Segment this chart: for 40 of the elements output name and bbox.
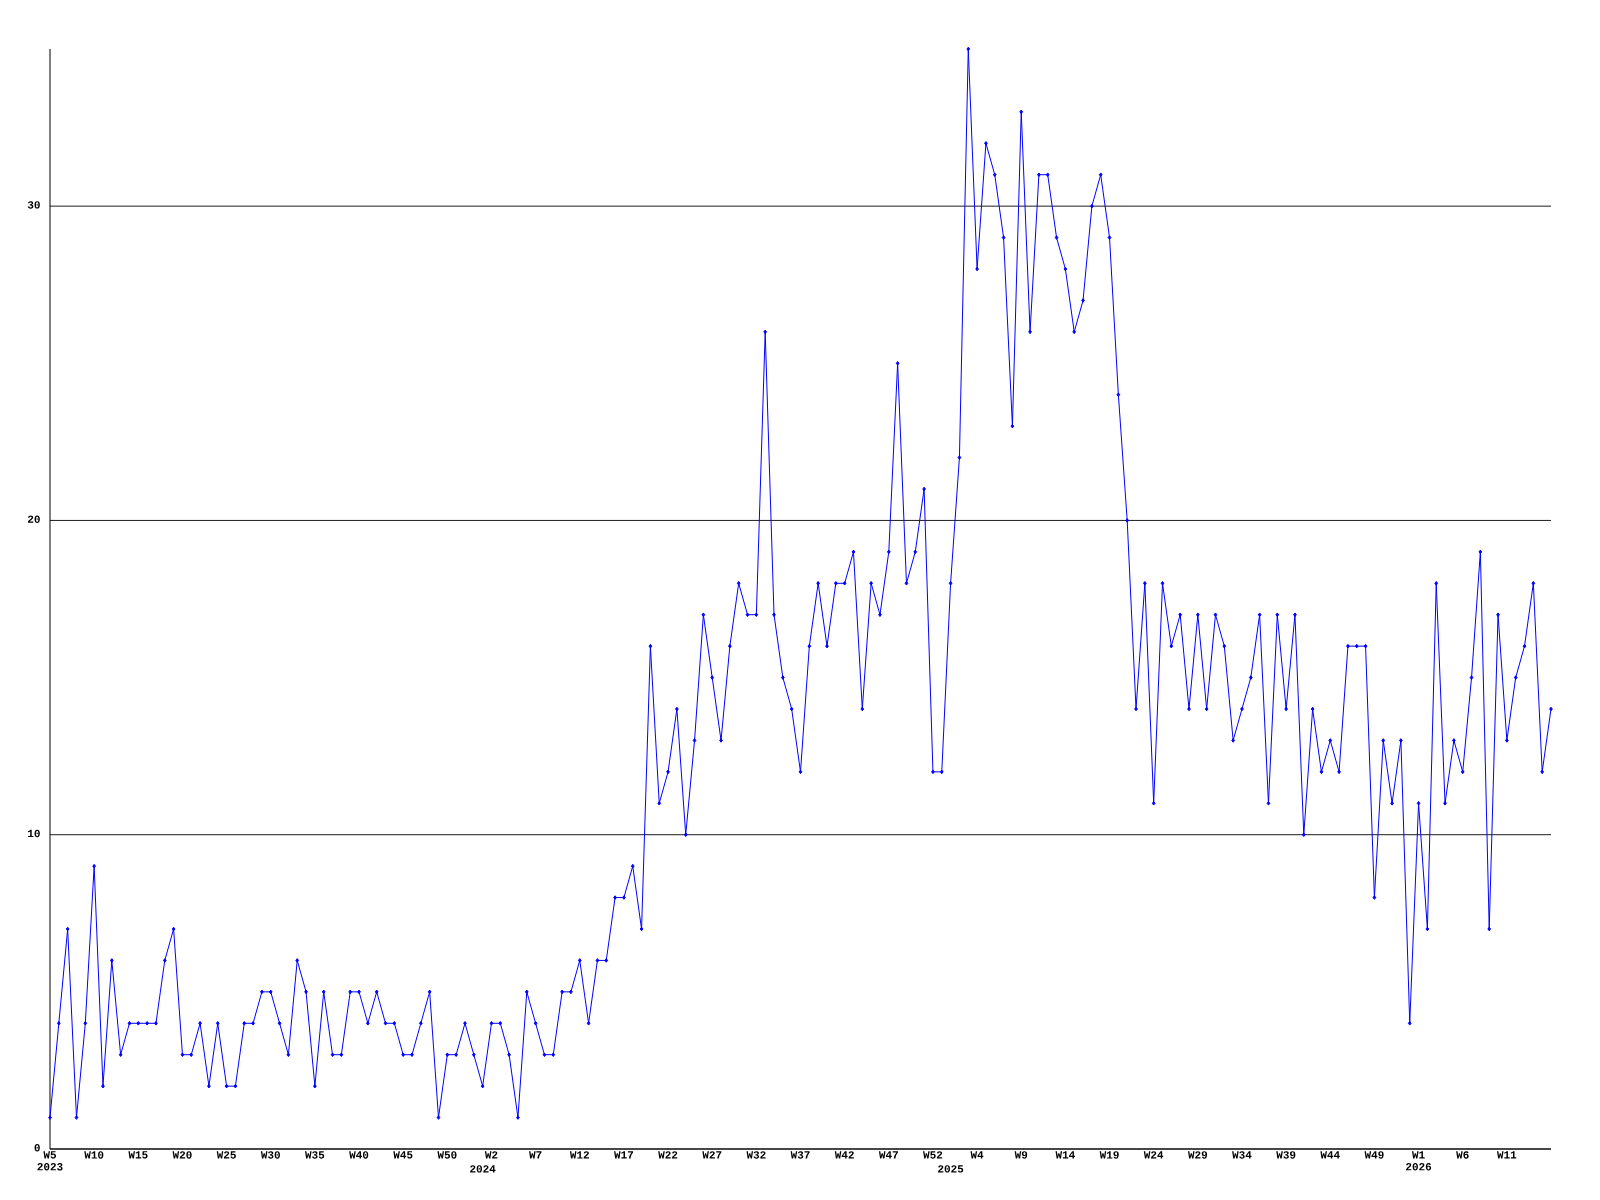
x-tick-label: W30 bbox=[260, 1151, 280, 1159]
x-tick-label: W6 bbox=[1456, 1151, 1469, 1159]
x-tick-label: W52 bbox=[923, 1151, 943, 1159]
x-tick-label: W49 bbox=[1364, 1151, 1384, 1159]
x-tick-label: W22 bbox=[658, 1151, 678, 1159]
x-tick-label: W42 bbox=[834, 1151, 854, 1159]
x-tick-label: W44 bbox=[1320, 1151, 1340, 1159]
x-tick-label: W2 bbox=[484, 1151, 498, 1159]
x-tick-label: W9 bbox=[1014, 1151, 1028, 1159]
x-tick-label: W7 bbox=[529, 1151, 542, 1159]
x-tick-label: W20 bbox=[172, 1151, 192, 1159]
y-tick-label: 30 bbox=[27, 201, 40, 209]
x-tick-label: W29 bbox=[1187, 1151, 1208, 1159]
y-tick-label: 10 bbox=[28, 829, 40, 838]
x-tick-label: W37 bbox=[790, 1151, 810, 1159]
y-tick-label: 20 bbox=[27, 515, 40, 523]
x-tick-label: W15 bbox=[128, 1151, 148, 1159]
x-tick-label: W34 bbox=[1232, 1151, 1252, 1159]
x-tick-label: 2025 bbox=[938, 1165, 964, 1173]
x-tick-label: W25 bbox=[216, 1151, 236, 1159]
x-tick-label: W4 bbox=[970, 1151, 984, 1159]
x-tick-label: W45 bbox=[393, 1151, 413, 1159]
x-tick-label: W12 bbox=[569, 1151, 589, 1159]
x-tick-label: W14 bbox=[1055, 1151, 1075, 1159]
x-tick-label: W40 bbox=[349, 1151, 369, 1159]
x-tick-label: W35 bbox=[305, 1151, 325, 1159]
x-tick-label: W39 bbox=[1276, 1151, 1296, 1159]
x-tick-label: W50 bbox=[437, 1151, 457, 1159]
x-tick-label: W24 bbox=[1143, 1151, 1164, 1159]
x-tick-label: W1 2026 bbox=[1406, 1151, 1432, 1171]
x-tick-label: W47 bbox=[878, 1151, 898, 1159]
x-tick-label: W11 bbox=[1497, 1151, 1517, 1159]
x-tick-label: W27 bbox=[702, 1151, 722, 1159]
x-tick-label: W19 bbox=[1099, 1151, 1119, 1159]
x-tick-label: W5 2023 bbox=[37, 1151, 63, 1171]
x-tick-label: W10 bbox=[84, 1151, 104, 1159]
x-tick-label: W32 bbox=[746, 1151, 766, 1159]
x-tick-label: W17 bbox=[614, 1151, 634, 1159]
y-tick-label: 0 bbox=[34, 1144, 40, 1152]
x-tick-label: 2024 bbox=[470, 1165, 496, 1173]
